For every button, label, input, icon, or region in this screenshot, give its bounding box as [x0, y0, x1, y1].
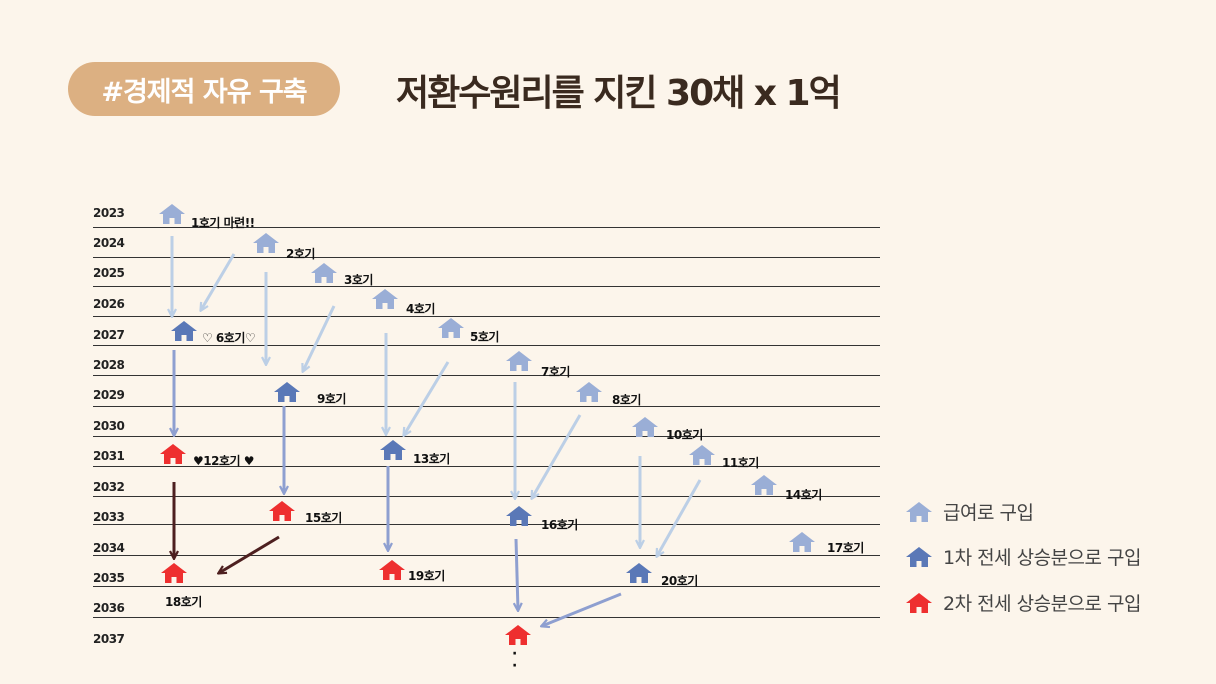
- year-label: 2029: [93, 388, 125, 402]
- house-icon: [269, 501, 295, 521]
- row-divider: [93, 617, 880, 618]
- tag-pill: #경제적 자유 구축: [68, 62, 340, 116]
- arrow: [516, 538, 518, 610]
- year-label: 2024: [93, 236, 125, 250]
- house-label: 15호기: [305, 511, 342, 525]
- arrow: [219, 535, 280, 573]
- year-label: 2032: [93, 480, 125, 494]
- house-label: 14호기: [785, 488, 822, 502]
- house-icon: [253, 233, 279, 253]
- year-label: 2035: [93, 571, 125, 585]
- row-divider: [93, 257, 880, 258]
- house-label: 20호기: [661, 574, 698, 588]
- house-label: 9호기: [317, 392, 346, 406]
- house-icon: [576, 382, 602, 402]
- house-icon: [506, 506, 532, 526]
- row-divider: [93, 496, 880, 497]
- house-icon: [274, 382, 300, 402]
- house-icon: [906, 546, 932, 567]
- arrow: [303, 305, 336, 371]
- house-label: 1호기 마련!!: [191, 216, 255, 230]
- row-divider: [93, 406, 880, 407]
- house-icon: [906, 501, 932, 522]
- page-title: 저환수원리를 지킨 30채 x 1억: [396, 73, 842, 114]
- house-icon: [751, 475, 777, 495]
- row-divider: [93, 286, 880, 287]
- house-icon: [311, 263, 337, 283]
- house-icon: [906, 592, 932, 613]
- year-label: 2026: [93, 297, 125, 311]
- legend-item-salary: 급여로 구입: [905, 498, 1034, 525]
- house-icon: [171, 321, 197, 341]
- arrow: [542, 592, 622, 626]
- year-label: 2031: [93, 449, 125, 463]
- house-label: ♥12호기 ♥: [193, 454, 254, 468]
- house-label: 13호기: [413, 452, 450, 466]
- house-icon: [789, 532, 815, 552]
- row-divider: [93, 345, 880, 346]
- legend-label: 1차 전세 상승분으로 구입: [943, 547, 1142, 569]
- house-icon: [160, 444, 186, 464]
- row-divider: [93, 436, 880, 437]
- row-divider: [93, 375, 880, 376]
- row-divider: [93, 227, 880, 228]
- continuation-dots: · ·: [512, 646, 518, 674]
- arrow: [404, 361, 450, 435]
- house-label: 10호기: [666, 428, 703, 442]
- house-icon: [372, 289, 398, 309]
- house-label: 8호기: [612, 393, 641, 407]
- house-label: 3호기: [344, 273, 373, 287]
- house-icon: [379, 560, 405, 580]
- house-icon: [159, 204, 185, 224]
- year-label: 2037: [93, 632, 125, 646]
- year-label: 2025: [93, 266, 125, 280]
- row-divider: [93, 524, 880, 525]
- arrow: [201, 253, 236, 310]
- row-divider: [93, 555, 880, 556]
- year-label: 2030: [93, 419, 125, 433]
- house-icon: [380, 440, 406, 460]
- row-divider: [93, 586, 880, 587]
- house-label: 4호기: [406, 302, 435, 316]
- arrow: [532, 414, 582, 498]
- house-label: 16호기: [541, 518, 578, 532]
- legend-item-first-deposit: 1차 전세 상승분으로 구입: [905, 543, 1142, 570]
- arrow: [657, 479, 702, 556]
- house-icon: [626, 563, 652, 583]
- row-divider: [93, 466, 880, 467]
- legend-label: 급여로 구입: [943, 502, 1034, 524]
- year-label: 2034: [93, 541, 125, 555]
- house-icon: [689, 445, 715, 465]
- legend-item-second-deposit: 2차 전세 상승분으로 구입: [905, 589, 1142, 616]
- house-icon: [632, 417, 658, 437]
- year-label: 2036: [93, 601, 125, 615]
- house-label: 2호기: [286, 247, 315, 261]
- house-label: 7호기: [541, 365, 570, 379]
- year-label: 2033: [93, 510, 125, 524]
- year-label: 2027: [93, 328, 125, 342]
- house-label: 18호기: [165, 595, 202, 609]
- house-label: 5호기: [470, 330, 499, 344]
- house-label: 17호기: [827, 541, 864, 555]
- year-label: 2023: [93, 206, 125, 220]
- house-label: 19호기: [408, 569, 445, 583]
- row-divider: [93, 316, 880, 317]
- house-icon: [505, 625, 531, 645]
- house-icon: [161, 563, 187, 583]
- legend-label: 2차 전세 상승분으로 구입: [943, 593, 1142, 615]
- year-label: 2028: [93, 358, 125, 372]
- house-label: 11호기: [722, 456, 759, 470]
- house-icon: [506, 351, 532, 371]
- house-label: ♡ 6호기♡: [202, 331, 256, 345]
- house-icon: [438, 318, 464, 338]
